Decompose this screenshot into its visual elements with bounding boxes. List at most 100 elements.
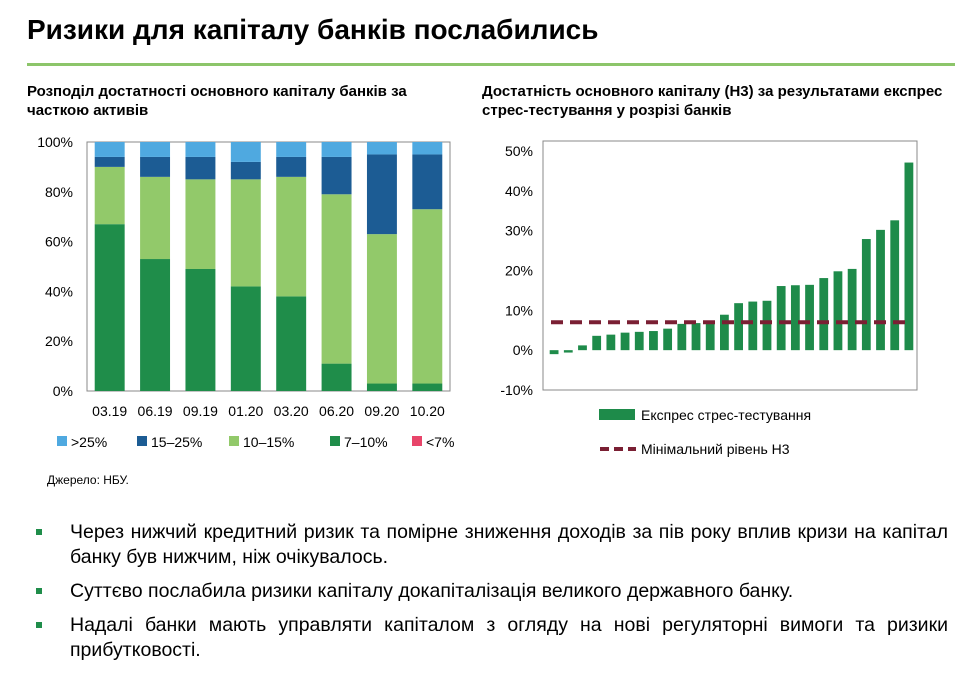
bullet-text: Через нижчий кредитний ризик та помірне …: [70, 521, 948, 568]
stress-test-bar: [904, 162, 914, 351]
stress-test-bar: [677, 323, 687, 351]
left-y-tick-label: 80%: [45, 184, 73, 200]
bullet-item: Надалі банки мають управляти капіталом з…: [36, 613, 948, 663]
stress-test-bar: [762, 300, 772, 351]
stress-test-bar: [705, 322, 715, 351]
stacked-bar-segment: [94, 142, 125, 157]
right-y-tick-label: -10%: [500, 382, 533, 398]
stacked-bar-segment: [321, 194, 352, 364]
left-chart-title: Розподіл достатності основного капіталу …: [27, 83, 407, 119]
stacked-bar-segment: [412, 383, 443, 391]
left-x-tick-label: 10.20: [410, 403, 445, 419]
left-x-tick-label: 03.19: [92, 403, 127, 419]
stacked-bar-segment: [366, 142, 397, 155]
right-legend-swatch-bars: [599, 409, 635, 420]
bullet-marker: [36, 588, 42, 594]
bullet-item: Суттєво послабила ризики капіталу докапі…: [36, 579, 948, 604]
stress-test-bar: [847, 268, 857, 351]
left-legend-label: >25%: [71, 434, 107, 450]
stacked-bar-segment: [230, 179, 261, 287]
bullet-item: Через нижчий кредитний ризик та помірне …: [36, 520, 948, 570]
stress-test-bar: [663, 328, 673, 351]
stacked-bar-segment: [276, 142, 307, 157]
right-legend-label: Мінімальний рівень Н3: [641, 441, 790, 457]
stacked-bar-segment: [366, 234, 397, 384]
stress-test-bar: [876, 229, 885, 351]
left-legend-swatch: [137, 436, 147, 446]
stress-test-bar: [819, 278, 829, 351]
bullet-marker: [36, 622, 42, 628]
right-plot-frame: [542, 140, 918, 391]
stacked-bar-segment: [94, 166, 125, 225]
right-y-tick-label: 40%: [505, 183, 533, 199]
stress-test-bar: [861, 239, 871, 351]
right-legend-label: Експрес стрес-тестування: [641, 407, 811, 423]
left-legend-swatch: [57, 436, 67, 446]
left-y-tick-label: 0%: [53, 383, 73, 399]
bullet-text: Надалі банки мають управляти капіталом з…: [70, 614, 948, 661]
left-y-tick-label: 40%: [45, 283, 73, 299]
stacked-bar-segment: [185, 142, 216, 157]
left-y-tick-label: 100%: [37, 134, 73, 150]
right-chart-title: Достатність основного капіталу (Н3) за р…: [482, 83, 943, 119]
stress-test-bar: [620, 332, 630, 351]
right-y-tick-label: 0%: [513, 342, 533, 358]
stress-test-bar: [606, 334, 616, 351]
stacked-bar-segment: [230, 142, 261, 162]
left-y-tick-label: 20%: [45, 333, 73, 349]
page-title: Ризики для капіталу банків послабились: [27, 14, 599, 45]
left-y-tick-label: 60%: [45, 234, 73, 250]
stress-test-bar: [592, 335, 602, 351]
title-divider: [27, 63, 955, 66]
stacked-bar-segment: [321, 142, 352, 157]
stacked-bar-segment: [140, 259, 171, 391]
stress-test-bar: [691, 323, 701, 351]
stacked-bar-segment: [140, 142, 171, 157]
stacked-bar-segment: [276, 296, 307, 391]
right-y-tick-label: 10%: [505, 302, 533, 318]
stress-test-bar: [890, 220, 900, 351]
right-y-tick-label: 20%: [505, 263, 533, 279]
stacked-bar-segment: [412, 142, 443, 155]
stress-test-bar: [578, 345, 587, 351]
bullet-text: Суттєво послабила ризики капіталу докапі…: [70, 580, 794, 602]
stacked-bar-segment: [412, 209, 443, 384]
left-legend-label: <7%: [426, 434, 454, 450]
left-x-tick-label: 09.20: [364, 403, 399, 419]
left-legend-swatch: [330, 436, 340, 446]
stacked-bar-segment: [276, 176, 307, 297]
stress-test-bar: [549, 350, 559, 355]
stress-test-bar: [734, 303, 743, 351]
stress-test-bar: [649, 331, 658, 351]
stacked-bar-segment: [366, 383, 397, 391]
left-x-tick-label: 03.20: [274, 403, 309, 419]
stacked-bar-segment: [94, 156, 125, 167]
stress-test-bar: [634, 331, 644, 351]
left-legend-swatch: [412, 436, 422, 446]
stacked-bar-segment: [321, 156, 352, 195]
bullet-marker: [36, 529, 42, 535]
left-plot-frame: [86, 141, 451, 392]
stacked-bar-segment: [185, 268, 216, 391]
left-x-tick-label: 06.20: [319, 403, 354, 419]
right-y-tick-label: 50%: [505, 143, 533, 159]
stacked-bar-segment: [230, 286, 261, 391]
left-x-tick-label: 01.20: [228, 403, 263, 419]
stacked-bar-segment: [140, 156, 171, 177]
left-legend-label: 7–10%: [344, 434, 388, 450]
stacked-bar-segment: [412, 154, 443, 210]
stress-test-bar: [748, 301, 758, 351]
stacked-bar-segment: [276, 156, 307, 177]
stress-test-bar: [790, 285, 800, 351]
stacked-bar-segment: [140, 176, 171, 260]
stacked-bar-segment: [321, 363, 352, 391]
stress-test-bar: [563, 350, 573, 353]
source-note: Джерело: НБУ.: [47, 473, 129, 487]
stacked-bar-segment: [94, 224, 125, 391]
stress-test-bar: [805, 284, 814, 351]
stress-test-bar: [776, 286, 786, 351]
stacked-bar-segment: [366, 154, 397, 235]
stress-test-bar: [720, 314, 729, 351]
left-legend-swatch: [229, 436, 239, 446]
